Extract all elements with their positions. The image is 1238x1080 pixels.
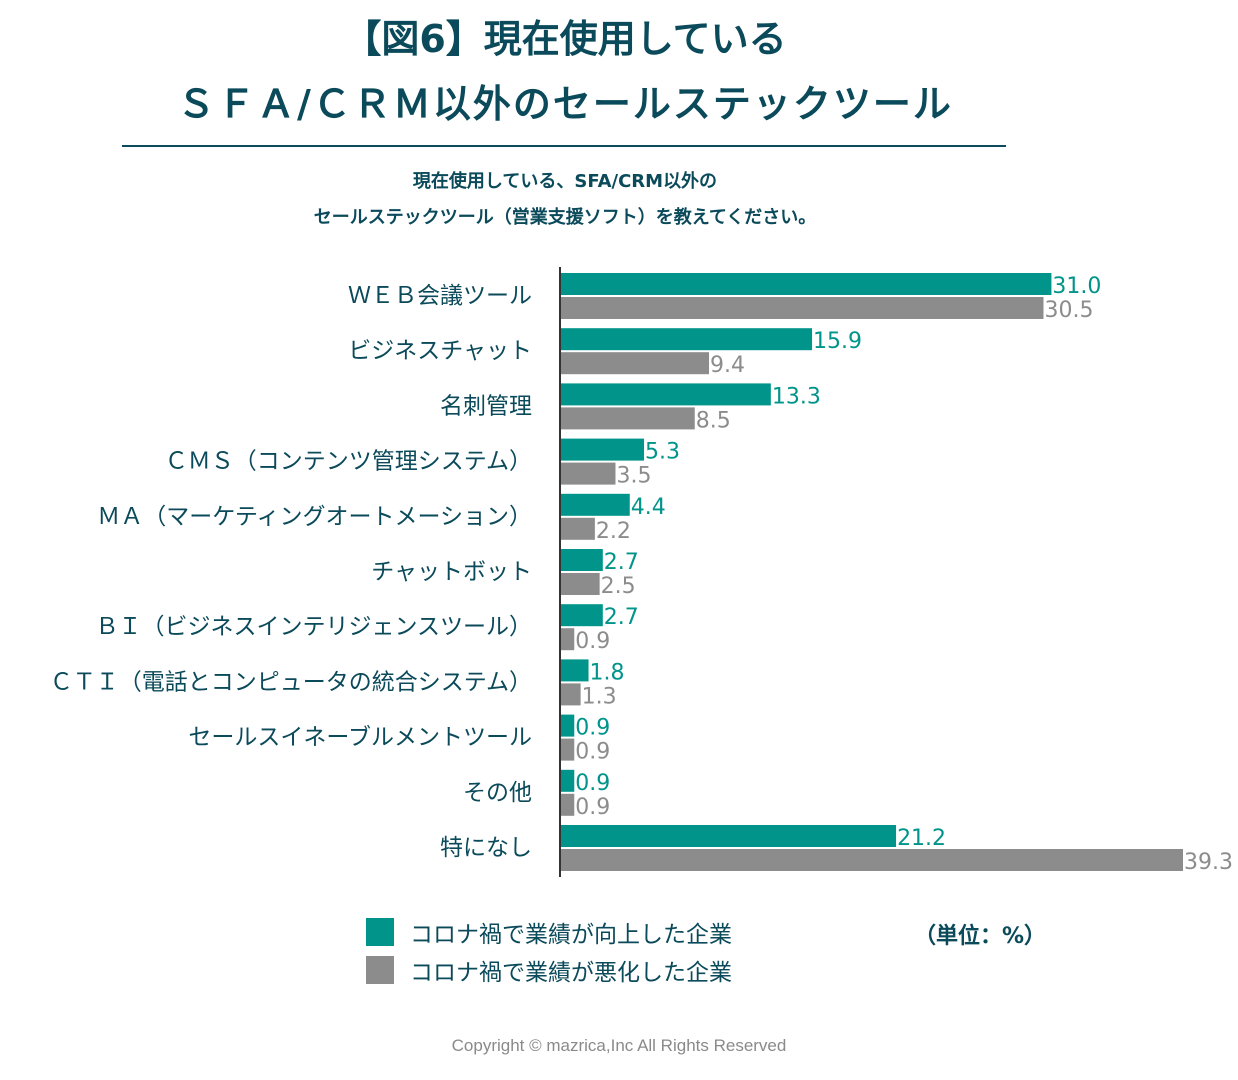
bar-chart: ＷＥＢ会議ツール 31.030.5 ビジネスチャット 15.9 9.4 名刺管理 13.3 8… xyxy=(50,267,1233,877)
bar-worsened xyxy=(560,352,710,375)
category-group: ＭＡ（マーケティングオートメーション） 4.42.2 xyxy=(97,493,666,544)
title-divider xyxy=(122,145,1006,147)
legend-label-worsened: コロナ禍で業績が悪化した企業 xyxy=(410,960,732,986)
bar-worsened xyxy=(560,573,600,595)
bar-worsened xyxy=(560,738,575,761)
value-label-improved: 4.4 xyxy=(631,495,666,520)
category-label: ＢＩ（ビジネスインテリジェンスツール） xyxy=(95,614,532,640)
chart-title-line-2: ＳＦＡ/ＣＲＭ以外のセールステックツール xyxy=(177,82,953,126)
category-label: セールスイネーブルメントツール xyxy=(188,725,532,751)
category-group: ＢＩ（ビジネスインテリジェンスツール） 2.70.9 xyxy=(95,604,639,654)
bar-worsened xyxy=(560,849,1183,871)
value-label-improved: 0.9 xyxy=(575,716,610,741)
category-label: ビジネスチャット xyxy=(348,338,532,364)
legend-swatch-worsened xyxy=(366,956,394,984)
category-group: その他 0.90.9 xyxy=(463,769,610,820)
bar-improved xyxy=(560,328,813,351)
legend-swatch-improved xyxy=(366,918,394,946)
bar-improved xyxy=(560,604,603,627)
category-group: ＣＭＳ（コンテンツ管理システム） 5.33.5 xyxy=(165,438,680,489)
category-label: 名刺管理 xyxy=(440,393,532,419)
category-label: ＣＭＳ（コンテンツ管理システム） xyxy=(165,449,532,475)
bar-improved xyxy=(560,273,1052,295)
category-label: 特になし xyxy=(440,835,532,861)
chart-title-line-1: 【図6】現在使用している xyxy=(343,17,787,61)
legend-label-improved: コロナ禍で業績が向上した企業 xyxy=(410,922,732,948)
value-label-improved: 2.7 xyxy=(604,605,639,630)
bar-improved xyxy=(560,438,645,461)
value-label-improved: 0.9 xyxy=(575,771,610,796)
category-group: チャットボット 2.72.5 xyxy=(371,549,639,599)
bar-worsened xyxy=(560,407,695,430)
unit-note: （単位：%） xyxy=(914,924,1047,949)
bar-worsened xyxy=(560,462,616,485)
category-label: チャットボット xyxy=(371,559,532,585)
legend: コロナ禍で業績が向上した企業 コロナ禍で業績が悪化した企業 xyxy=(366,916,732,992)
category-group: セールスイネーブルメントツール 0.90.9 xyxy=(188,714,610,765)
value-label-worsened: 0.9 xyxy=(575,740,610,765)
value-label-improved: 5.3 xyxy=(645,440,680,465)
value-label-improved: 1.8 xyxy=(590,660,625,685)
category-group: 特になし 21.2 39.3 xyxy=(440,825,1233,875)
bar-worsened xyxy=(560,683,581,706)
bar-improved xyxy=(560,825,897,847)
bar-improved xyxy=(560,549,603,571)
value-label-improved: 13.3 xyxy=(772,384,821,409)
value-label-worsened: 2.5 xyxy=(601,574,636,599)
value-label-worsened: 39.3 xyxy=(1184,850,1233,875)
category-group: ＷＥＢ会議ツール 31.030.5 xyxy=(348,273,1101,323)
value-label-worsened: 9.4 xyxy=(710,353,745,378)
value-label-worsened: 0.9 xyxy=(575,629,610,654)
category-label: ＣＴＩ（電話とコンピュータの統合システム） xyxy=(50,669,532,695)
value-label-worsened: 0.9 xyxy=(575,795,610,820)
bar-worsened xyxy=(560,793,575,816)
value-label-worsened: 30.5 xyxy=(1044,298,1093,323)
bar-worsened xyxy=(560,517,595,540)
category-group: ＣＴＩ（電話とコンピュータの統合システム） 1.81.3 xyxy=(50,659,625,709)
value-label-improved: 15.9 xyxy=(813,329,862,354)
value-label-worsened: 2.2 xyxy=(596,519,631,544)
value-label-improved: 21.2 xyxy=(897,826,946,851)
bar-improved xyxy=(560,493,630,516)
bar-worsened xyxy=(560,297,1044,319)
bar-improved xyxy=(560,383,771,406)
value-label-improved: 31.0 xyxy=(1052,274,1101,299)
category-label: ＷＥＢ会議ツール xyxy=(348,283,532,309)
bar-improved xyxy=(560,714,575,737)
copyright-notice: Copyright © mazrica,Inc All Rights Reser… xyxy=(451,1036,787,1055)
value-label-worsened: 1.3 xyxy=(582,684,617,709)
category-label: ＭＡ（マーケティングオートメーション） xyxy=(97,504,532,530)
survey-question-line-2: セールステックツール（営業支援ソフト）を教えてください。 xyxy=(313,207,817,228)
bar-improved xyxy=(560,769,575,792)
category-group: 名刺管理 13.3 8.5 xyxy=(440,383,821,433)
value-label-worsened: 8.5 xyxy=(696,408,731,433)
value-label-improved: 2.7 xyxy=(604,550,639,575)
category-label: その他 xyxy=(463,780,532,806)
bar-worsened xyxy=(560,628,575,651)
value-label-worsened: 3.5 xyxy=(616,464,651,489)
legend-item-improved: コロナ禍で業績が向上した企業 xyxy=(366,916,732,948)
category-group: ビジネスチャット 15.9 9.4 xyxy=(348,328,862,378)
survey-question-line-1: 現在使用している、SFA/CRM以外の xyxy=(412,171,718,192)
bars-layer: ＷＥＢ会議ツール 31.030.5 ビジネスチャット 15.9 9.4 名刺管理 13.3 8… xyxy=(50,273,1233,875)
legend-item-worsened: コロナ禍で業績が悪化した企業 xyxy=(366,954,732,986)
bar-improved xyxy=(560,659,589,682)
